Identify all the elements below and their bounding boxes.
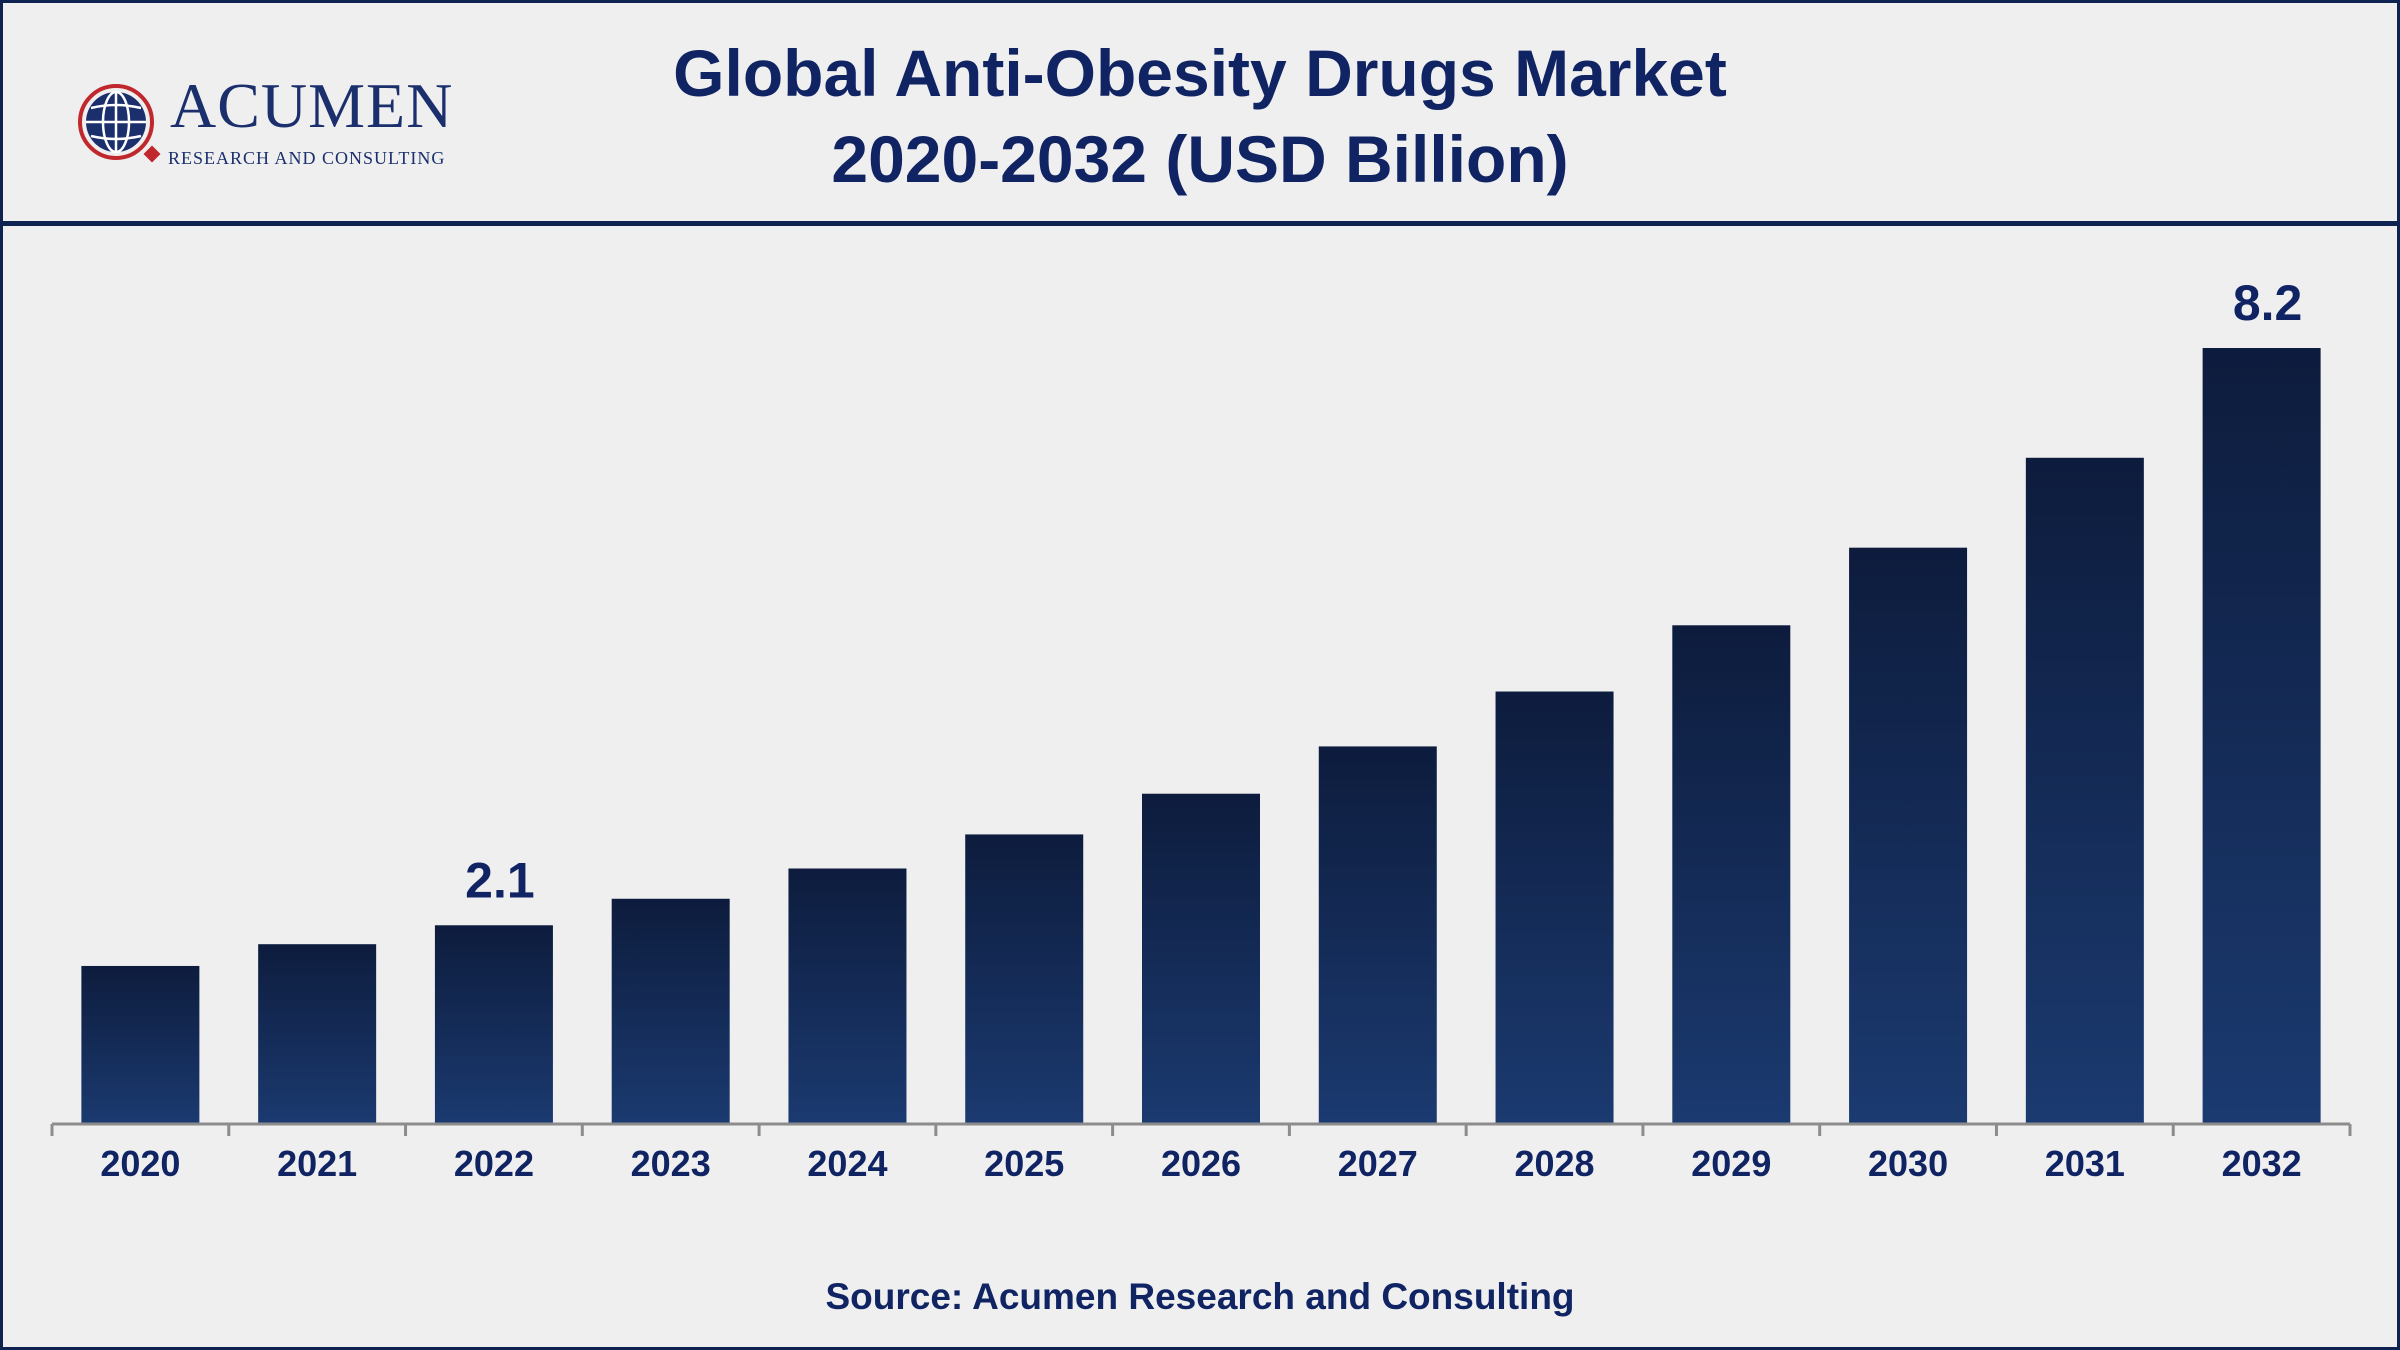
bar-2029 <box>1672 625 1791 1124</box>
chart-title-line-2: 2020-2032 (USD Billion) <box>831 122 1569 196</box>
data-label-2022: 2.1 <box>465 852 535 908</box>
x-tick-label-2022: 2022 <box>454 1143 534 1184</box>
x-axis-labels: 2020 2021 2022 2023 2024 2025 2026 2027 2028 2029… <box>100 1143 2301 1184</box>
x-tick-label-2020: 2020 <box>100 1143 180 1184</box>
x-axis-ticks <box>50 1124 2352 1136</box>
bar-2032 <box>2202 348 2321 1124</box>
bar-2028 <box>1495 691 1614 1124</box>
logo-wordmark: Acumen <box>170 70 454 141</box>
bar-2024 <box>788 868 907 1124</box>
logo-tagline: RESEARCH AND CONSULTING <box>168 148 446 168</box>
x-tick-label-2031: 2031 <box>2045 1143 2125 1184</box>
bar-2030 <box>1849 547 1968 1124</box>
x-tick-label-2026: 2026 <box>1161 1143 1241 1184</box>
x-tick-label-2029: 2029 <box>1691 1143 1771 1184</box>
x-tick-label-2023: 2023 <box>631 1143 711 1184</box>
data-labels: 2.1 8.2 <box>465 275 2302 908</box>
company-logo: Acumen RESEARCH AND CONSULTING <box>72 70 472 180</box>
header-divider <box>0 221 2400 226</box>
x-tick-label-2027: 2027 <box>1338 1143 1418 1184</box>
bar-2021 <box>258 944 377 1124</box>
bar-2031 <box>2025 457 2144 1124</box>
bar-2026 <box>1142 793 1260 1124</box>
x-tick-label-2021: 2021 <box>277 1143 357 1184</box>
chart-title-line-1: Global Anti-Obesity Drugs Market <box>673 36 1727 110</box>
chart-title: Global Anti-Obesity Drugs Market 2020-20… <box>400 30 2000 202</box>
bar-2020 <box>81 965 200 1124</box>
x-tick-label-2030: 2030 <box>1868 1143 1948 1184</box>
globe-icon <box>78 84 161 163</box>
bars-group <box>81 348 2321 1124</box>
bar-2025 <box>965 834 1084 1124</box>
source-note: Source: Acumen Research and Consulting <box>825 1276 1575 1317</box>
data-label-2032: 8.2 <box>2233 275 2303 331</box>
x-tick-label-2028: 2028 <box>1514 1143 1594 1184</box>
x-tick-label-2032: 2032 <box>2222 1143 2302 1184</box>
bar-2023 <box>611 898 730 1124</box>
x-tick-label-2024: 2024 <box>807 1143 887 1184</box>
x-tick-label-2025: 2025 <box>984 1143 1064 1184</box>
bar-2027 <box>1318 746 1437 1124</box>
bar-2022 <box>434 925 553 1124</box>
